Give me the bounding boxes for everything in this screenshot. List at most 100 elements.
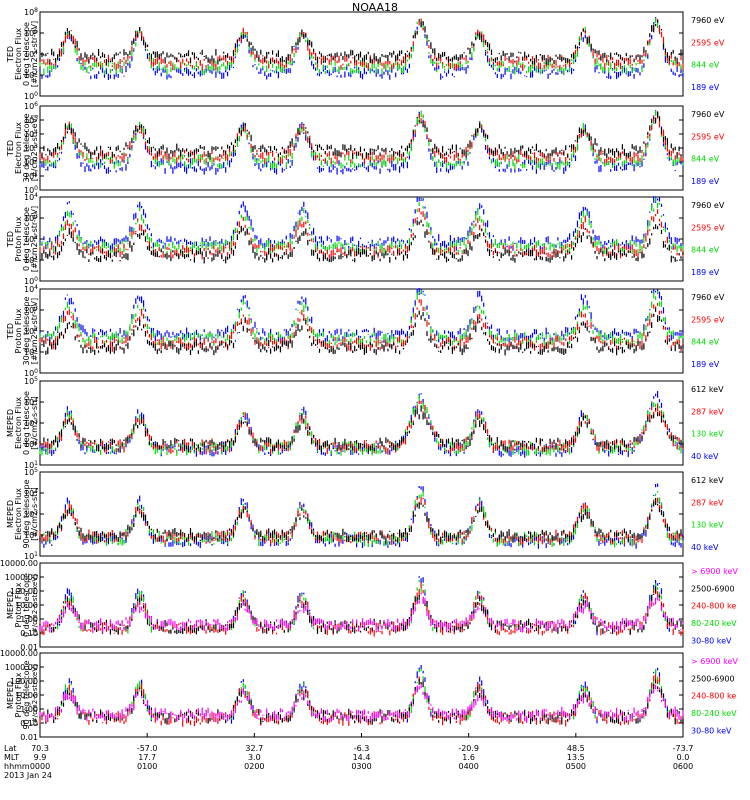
series-blue — [39, 17, 684, 80]
legend-entry: 189 eV — [691, 177, 720, 186]
y-tick-label: 100.00 — [10, 677, 38, 686]
legend-entry: > 6900 keV — [691, 567, 738, 576]
y-tick-label: 105 — [24, 467, 38, 477]
y-tick-label: 103 — [24, 418, 38, 428]
legend-entry: 287 keV — [691, 407, 724, 416]
ylabel-line: TED — [6, 231, 15, 248]
ylabel-block: TED Proton Flux 30 deg telescope [#/cm2-s-s… — [6, 296, 39, 365]
x-tick-lat: 48.5 — [567, 744, 585, 753]
ylabel-block: TED Electron Flux 0 deg telescope [#/cm2-s-… — [6, 21, 39, 87]
x-tick-lat: 32.7 — [245, 744, 263, 753]
y-tick-label: 105 — [24, 376, 38, 386]
series-black — [39, 111, 684, 160]
legend-entry: 80-240 keV — [691, 619, 737, 628]
x-tick-hhmm: 0500 — [566, 762, 586, 771]
y-tick-label: 104 — [24, 49, 38, 59]
x-row-label-mlt: MLT — [4, 753, 19, 762]
y-tick-label: 102 — [24, 157, 38, 167]
y-tick-label: 0.01 — [20, 643, 38, 652]
legend-entry: 2595 eV — [691, 132, 725, 141]
ylabel-line: 90 deg telescope — [22, 660, 31, 729]
y-tick-label: 100 — [24, 368, 38, 378]
x-tick-mlt: 14.4 — [353, 753, 371, 762]
x-tick-mlt: 1.6 — [462, 753, 475, 762]
y-tick-label: 0.10 — [20, 719, 38, 728]
ylabel-line: Proton Flux — [14, 672, 23, 717]
panel-frame — [39, 288, 684, 374]
legend-entry: 2500-6900 — [691, 584, 735, 593]
series-black — [39, 678, 684, 725]
ylabel-block: MEPED Proton Flux 90 deg telescope [#/cm2-s… — [6, 660, 39, 729]
legend-entry: 30-80 keV — [691, 636, 732, 645]
y-tick-label: 106 — [24, 101, 38, 111]
series-red — [39, 497, 684, 546]
y-tick-label: 100 — [24, 276, 38, 286]
series-green — [39, 491, 684, 548]
x-tick-lat: -73.7 — [673, 744, 694, 753]
x-tick-hhmm: 0100 — [137, 762, 157, 771]
legend-entry: 7960 eV — [691, 16, 725, 25]
y-tick-label: 10.00 — [15, 601, 38, 610]
ylabel-line: [#/cm2-s-str] — [30, 487, 39, 540]
y-tick-label: 1000.00 — [5, 573, 38, 582]
panel-frame — [39, 105, 684, 191]
ylabel-block: MEPED Electron Flux 0 deg telescope [#/cm2-… — [6, 391, 39, 455]
y-tick-label: 101 — [24, 255, 38, 265]
y-tick-label: 0.10 — [20, 629, 38, 638]
x-tick-lat: -20.9 — [458, 744, 479, 753]
series-magenta — [39, 593, 684, 634]
legend-entry: 2500-6900 — [691, 674, 735, 683]
y-tick-label: 105 — [24, 115, 38, 125]
ylabel-line: Electron Flux — [14, 397, 23, 449]
y-tick-label: 101 — [24, 347, 38, 357]
y-tick-label: 100.00 — [10, 587, 38, 596]
ylabel-line: [#/cm2-s-str-keV] — [31, 664, 39, 726]
panel-7: 0.01 0.10 1.00 10.00 100.00 1000.00 10000.00 ME… — [0, 559, 738, 652]
y-tick-label: 101 — [24, 551, 38, 561]
legend-entry: 844 eV — [691, 155, 720, 164]
series-red — [39, 400, 684, 455]
legend-entry: 40 keV — [691, 543, 719, 552]
legend-entry: 240-800 ke — [691, 602, 736, 611]
ylabel-line: 30 deg telescope — [22, 113, 31, 182]
legend-entry: 7960 eV — [691, 110, 725, 119]
panel-3: 100 101 102 103 104 TED Proton Flux 0 deg teles… — [6, 192, 725, 286]
series-red — [39, 111, 684, 165]
y-tick-label: 10000.00 — [0, 559, 38, 568]
ylabel-line: MEPED — [6, 681, 15, 709]
x-tick-mlt: 17.7 — [138, 753, 156, 762]
legend-entry: 2595 eV — [691, 315, 725, 324]
legend-entry: 130 keV — [691, 521, 724, 530]
y-tick-label: 108 — [24, 7, 38, 17]
x-row-label-lat: Lat — [4, 744, 17, 753]
series-blue — [57, 576, 670, 636]
legend-entry: 844 eV — [691, 338, 720, 347]
x-tick-mlt: 13.5 — [567, 753, 585, 762]
panel-frame — [39, 196, 684, 282]
legend-entry: 612 keV — [691, 385, 724, 394]
panel-frame — [39, 11, 684, 97]
x-tick-hhmm: 0300 — [351, 762, 371, 771]
series-green — [39, 290, 684, 348]
x-tick-lat: 70.3 — [31, 744, 49, 753]
ylabel-line: TED — [6, 323, 15, 340]
y-tick-label: 102 — [24, 530, 38, 540]
x-tick-hhmm: 0200 — [244, 762, 264, 771]
x-tick-mlt: 9.9 — [34, 753, 47, 762]
legend-entry: 130 keV — [691, 430, 724, 439]
legend-entry: > 6900 keV — [691, 657, 738, 666]
ylabel-block: TED Electron Flux 30 deg telescope [#/cm2-s… — [6, 113, 39, 182]
panel-frame — [39, 562, 684, 648]
y-tick-label: 1.00 — [20, 705, 38, 714]
series-black — [39, 405, 684, 453]
ylabel-line: MEPED — [6, 500, 15, 528]
ylabel-line: MEPED — [6, 409, 15, 437]
y-tick-label: 102 — [24, 439, 38, 449]
x-tick-lat: -57.0 — [137, 744, 158, 753]
ylabel-line: [#/cm2-s-str-keV] — [31, 574, 39, 636]
legend-entry: 189 eV — [691, 268, 720, 277]
series-red — [39, 18, 684, 71]
x-tick-lat: -6.3 — [354, 744, 370, 753]
y-tick-label: 103 — [24, 213, 38, 223]
